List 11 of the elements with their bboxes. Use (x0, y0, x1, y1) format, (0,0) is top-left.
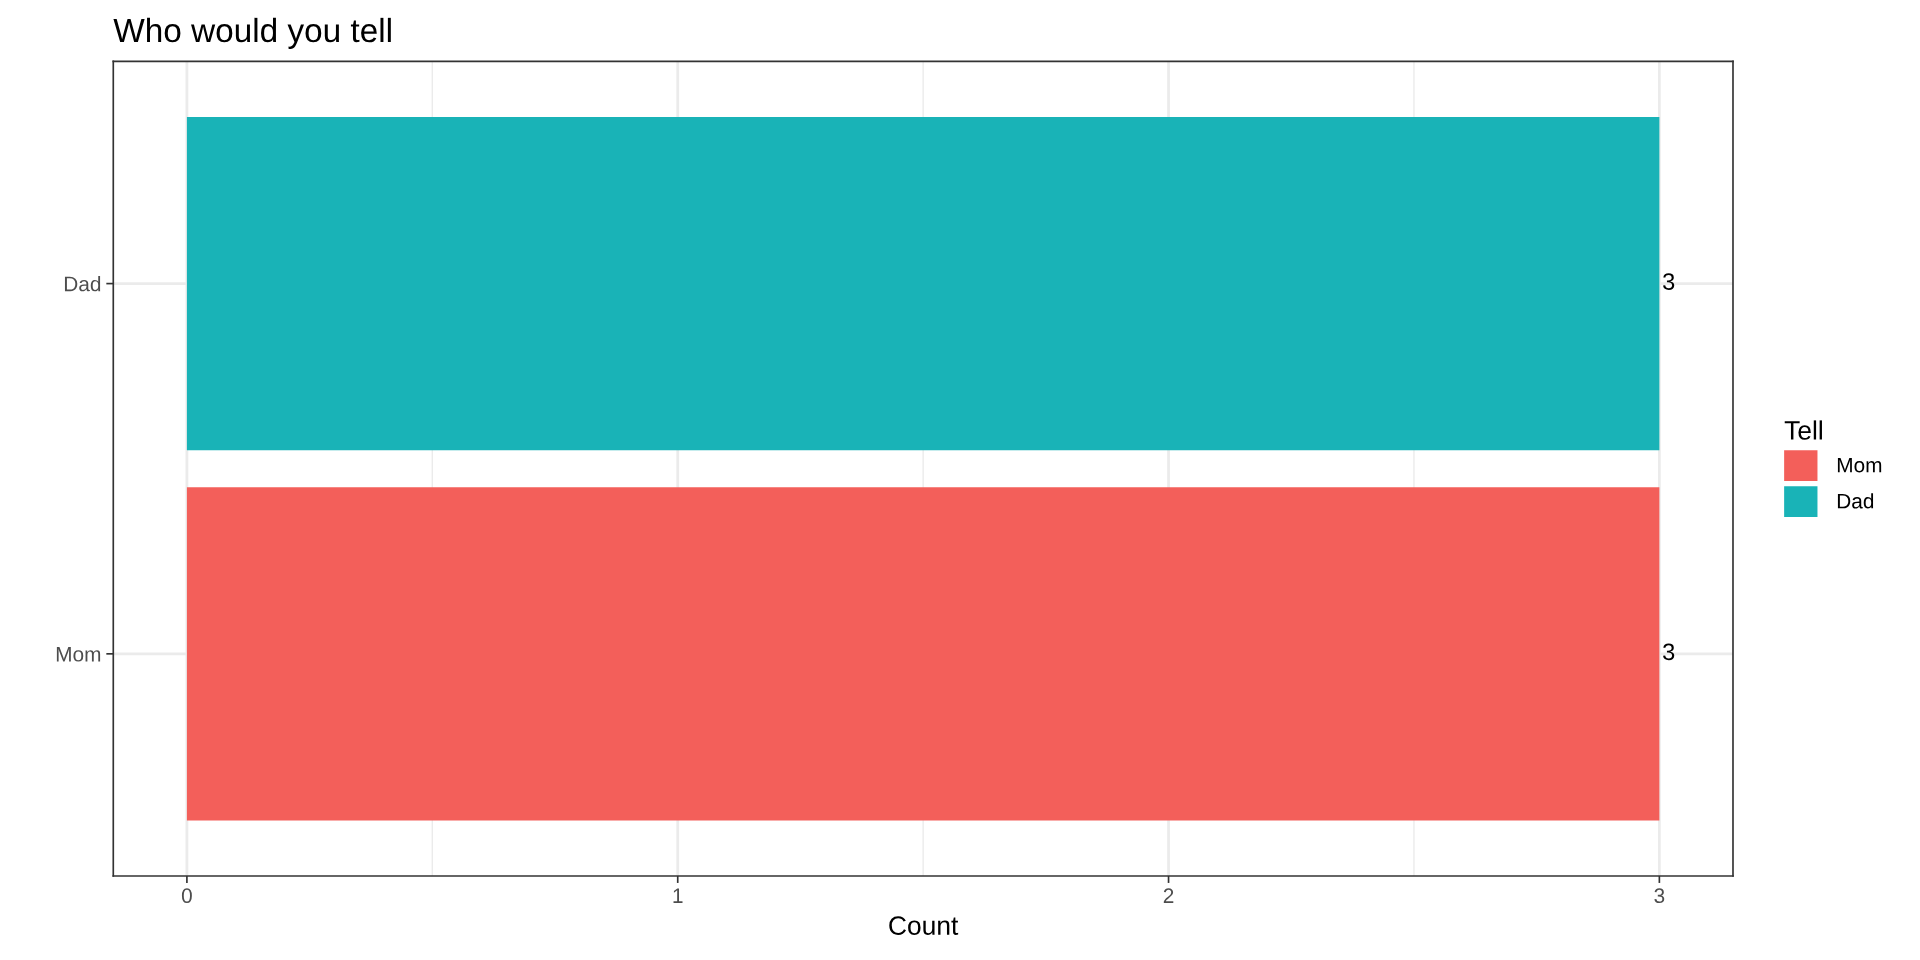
chart-title: Who would you tell (113, 17, 391, 49)
x-tick-label: 1 (673, 888, 683, 903)
x-tick-label: 0 (181, 888, 192, 904)
x-tick-label: 3 (1654, 888, 1665, 904)
x-tick-label: 2 (1163, 888, 1174, 903)
legend-label: Dad (1837, 493, 1874, 509)
legend-label: Mom (1837, 457, 1882, 473)
data-label: 3 (1663, 273, 1675, 290)
x-axis-title: Count (889, 916, 959, 935)
data-label: 3 (1663, 643, 1675, 661)
legend-title: Tell (1784, 420, 1822, 440)
